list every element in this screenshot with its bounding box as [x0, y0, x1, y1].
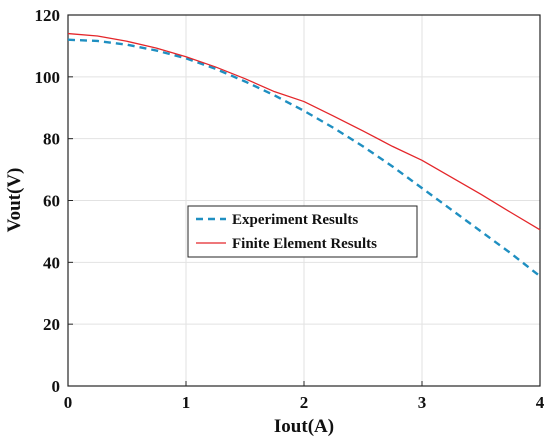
- grid: [68, 15, 540, 386]
- legend-label-finite-element: Finite Element Results: [232, 236, 377, 252]
- legend-label-experiment: Experiment Results: [232, 212, 358, 228]
- x-tick-label: 3: [418, 393, 427, 412]
- x-tick-label: 2: [300, 393, 309, 412]
- legend: Experiment Results Finite Element Result…: [187, 205, 418, 258]
- series-line-finite-element: [67, 32, 541, 231]
- y-tick-label: 60: [43, 192, 60, 211]
- x-tick-label: 1: [182, 393, 191, 412]
- y-tick-label: 20: [43, 315, 60, 334]
- x-axis-title: Iout(A): [274, 416, 334, 437]
- y-tick-label: 120: [35, 6, 61, 25]
- y-tick-label: 40: [43, 253, 60, 272]
- x-tick-label: 4: [536, 393, 545, 412]
- series-lines: [67, 32, 541, 278]
- y-tick-label: 80: [43, 130, 60, 149]
- y-tick-label: 100: [35, 68, 61, 87]
- y-axis-title: Vout(V): [4, 168, 25, 233]
- x-tick-label: 0: [64, 393, 73, 412]
- legend-box: [187, 205, 418, 258]
- y-tick-label: 0: [52, 377, 61, 396]
